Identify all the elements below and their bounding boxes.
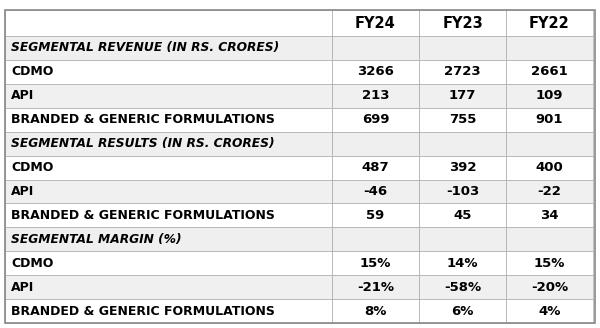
Text: 400: 400 xyxy=(536,161,563,174)
Text: 699: 699 xyxy=(362,113,389,126)
Text: FY24: FY24 xyxy=(355,15,396,31)
Text: SEGMENTAL RESULTS (IN RS. CRORES): SEGMENTAL RESULTS (IN RS. CRORES) xyxy=(11,137,275,150)
Bar xyxy=(419,132,506,155)
Text: 487: 487 xyxy=(362,161,389,174)
Bar xyxy=(506,275,593,299)
Bar xyxy=(332,132,419,155)
Bar xyxy=(332,299,419,323)
Text: 34: 34 xyxy=(540,209,559,222)
Text: API: API xyxy=(11,89,34,102)
Bar xyxy=(5,36,332,60)
Bar xyxy=(5,132,332,155)
Text: -22: -22 xyxy=(538,185,562,198)
Bar xyxy=(419,10,506,36)
Bar xyxy=(506,155,593,179)
Bar xyxy=(506,10,593,36)
Bar xyxy=(419,275,506,299)
Bar xyxy=(5,155,332,179)
Text: 14%: 14% xyxy=(447,257,478,270)
Bar xyxy=(332,203,419,227)
Bar xyxy=(332,84,419,108)
Text: FY22: FY22 xyxy=(529,15,570,31)
Text: -103: -103 xyxy=(446,185,479,198)
Bar xyxy=(332,155,419,179)
Bar xyxy=(419,299,506,323)
Bar xyxy=(332,108,419,132)
Text: 109: 109 xyxy=(536,89,563,102)
Bar xyxy=(419,84,506,108)
Bar xyxy=(5,108,332,132)
Text: 15%: 15% xyxy=(534,257,565,270)
Bar xyxy=(506,36,593,60)
Text: CDMO: CDMO xyxy=(11,65,53,78)
Bar xyxy=(506,203,593,227)
Bar xyxy=(419,179,506,203)
Bar xyxy=(506,132,593,155)
Bar xyxy=(506,251,593,275)
Bar xyxy=(419,155,506,179)
Bar xyxy=(332,275,419,299)
Text: 755: 755 xyxy=(449,113,476,126)
Text: 2723: 2723 xyxy=(444,65,481,78)
Text: 8%: 8% xyxy=(364,304,386,318)
Bar xyxy=(419,203,506,227)
Bar xyxy=(506,179,593,203)
Bar xyxy=(419,227,506,251)
Text: -21%: -21% xyxy=(357,281,394,294)
Bar xyxy=(419,36,506,60)
Bar xyxy=(5,299,332,323)
Bar xyxy=(332,179,419,203)
Text: API: API xyxy=(11,185,34,198)
Text: 4%: 4% xyxy=(538,304,560,318)
Bar xyxy=(332,227,419,251)
Text: 3266: 3266 xyxy=(357,65,394,78)
Text: 213: 213 xyxy=(362,89,389,102)
Bar xyxy=(506,84,593,108)
Bar xyxy=(5,251,332,275)
Text: 59: 59 xyxy=(367,209,385,222)
Text: 901: 901 xyxy=(536,113,563,126)
Text: CDMO: CDMO xyxy=(11,257,53,270)
Text: SEGMENTAL REVENUE (IN RS. CRORES): SEGMENTAL REVENUE (IN RS. CRORES) xyxy=(11,41,279,54)
Bar xyxy=(5,227,332,251)
Bar xyxy=(5,60,332,84)
Bar xyxy=(5,84,332,108)
Text: BRANDED & GENERIC FORMULATIONS: BRANDED & GENERIC FORMULATIONS xyxy=(11,304,275,318)
Text: 392: 392 xyxy=(449,161,476,174)
Text: 2661: 2661 xyxy=(531,65,568,78)
Bar xyxy=(506,60,593,84)
Text: 15%: 15% xyxy=(360,257,391,270)
Bar xyxy=(5,179,332,203)
Text: -46: -46 xyxy=(364,185,388,198)
Bar xyxy=(5,10,332,36)
Bar xyxy=(332,60,419,84)
Text: API: API xyxy=(11,281,34,294)
Bar xyxy=(332,10,419,36)
Text: -58%: -58% xyxy=(444,281,481,294)
Text: BRANDED & GENERIC FORMULATIONS: BRANDED & GENERIC FORMULATIONS xyxy=(11,209,275,222)
Text: FY23: FY23 xyxy=(442,15,483,31)
Bar xyxy=(419,60,506,84)
Text: CDMO: CDMO xyxy=(11,161,53,174)
Bar xyxy=(506,299,593,323)
Bar xyxy=(332,36,419,60)
Text: 6%: 6% xyxy=(451,304,473,318)
Bar xyxy=(5,275,332,299)
Text: SEGMENTAL MARGIN (%): SEGMENTAL MARGIN (%) xyxy=(11,233,182,246)
Text: -20%: -20% xyxy=(531,281,568,294)
Bar xyxy=(419,251,506,275)
Text: BRANDED & GENERIC FORMULATIONS: BRANDED & GENERIC FORMULATIONS xyxy=(11,113,275,126)
Bar xyxy=(506,227,593,251)
Text: 177: 177 xyxy=(449,89,476,102)
Bar xyxy=(5,203,332,227)
Text: 45: 45 xyxy=(454,209,472,222)
Bar xyxy=(506,108,593,132)
Bar xyxy=(332,251,419,275)
Bar xyxy=(419,108,506,132)
